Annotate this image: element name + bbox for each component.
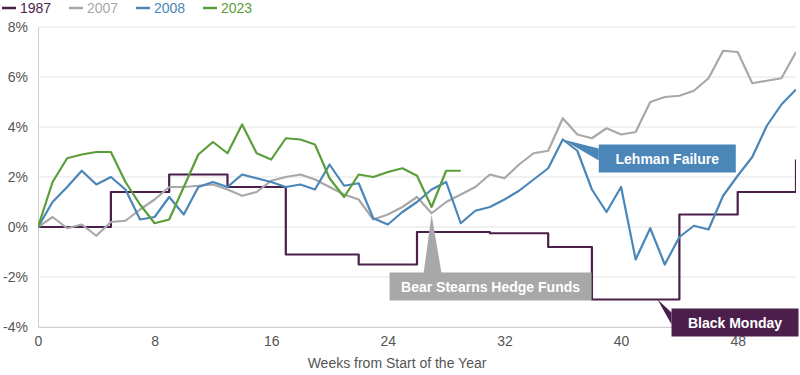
y-axis: -4% -2% 0% 2% 4% 6% 8% bbox=[3, 19, 38, 335]
annotation-label: Bear Stearns Hedge Funds bbox=[401, 279, 580, 295]
annotation-box bbox=[599, 145, 736, 173]
annotation-box bbox=[390, 273, 592, 301]
tick: 8 bbox=[151, 327, 159, 349]
tick-label: -4% bbox=[3, 319, 28, 335]
tick: -2% bbox=[3, 269, 38, 285]
tick-label: 6% bbox=[8, 69, 28, 85]
tick-label: 0 bbox=[35, 333, 43, 349]
series-line bbox=[38, 90, 796, 265]
legend-item: 1987 bbox=[2, 0, 51, 16]
legend-swatch bbox=[203, 7, 217, 10]
annotation: Lehman Failure bbox=[563, 140, 736, 173]
tick: 24 bbox=[381, 327, 397, 349]
legend-label: 2007 bbox=[87, 0, 118, 16]
annotations: Lehman Failure Bear Stearns Hedge Funds Bl… bbox=[390, 140, 799, 337]
grid-line bbox=[38, 77, 796, 78]
chart: -4%-2%0%2%4%6%8%081624324048Weeks from S… bbox=[0, 0, 800, 375]
tick-label: 8 bbox=[151, 333, 159, 349]
annotation-pointer bbox=[424, 215, 442, 274]
legend-item: 2007 bbox=[69, 0, 118, 16]
legend-label: 2023 bbox=[221, 0, 252, 16]
annotation: Bear Stearns Hedge Funds bbox=[390, 215, 592, 301]
tick-label: 16 bbox=[264, 333, 280, 349]
x-axis-title: Weeks from Start of the Year bbox=[308, 355, 487, 371]
tick-label: 4% bbox=[8, 119, 28, 135]
tick-label: 2% bbox=[8, 169, 28, 185]
series-line bbox=[38, 160, 796, 300]
tick: 4% bbox=[8, 119, 38, 135]
tick: 0 bbox=[35, 327, 43, 349]
grid bbox=[38, 27, 796, 327]
grid-line bbox=[38, 27, 796, 28]
annotation: Black Monday bbox=[658, 300, 799, 337]
grid-line bbox=[38, 127, 796, 128]
annotation-label: Black Monday bbox=[688, 315, 782, 331]
tick: 32 bbox=[497, 327, 513, 349]
tick-label: -2% bbox=[3, 269, 28, 285]
legend-item: 2008 bbox=[136, 0, 185, 16]
tick: -4% bbox=[3, 319, 38, 335]
tick: 16 bbox=[264, 327, 280, 349]
tick-label: 0% bbox=[8, 219, 28, 235]
axis-line bbox=[38, 28, 39, 328]
tick: 8% bbox=[8, 19, 38, 35]
series-line bbox=[38, 125, 461, 228]
legend-swatch bbox=[69, 7, 83, 10]
legend-item: 2023 bbox=[203, 0, 252, 16]
tick-label: 32 bbox=[497, 333, 513, 349]
annotation-label: Lehman Failure bbox=[616, 151, 720, 167]
grid-line bbox=[38, 227, 796, 228]
tick-label: 40 bbox=[614, 333, 630, 349]
tick: 6% bbox=[8, 69, 38, 85]
annotation-pointer bbox=[658, 300, 672, 325]
series-line bbox=[38, 51, 796, 236]
tick-label: 24 bbox=[381, 333, 397, 349]
legend-swatch bbox=[2, 7, 16, 10]
annotation-pointer bbox=[563, 140, 599, 161]
tick: 2% bbox=[8, 169, 38, 185]
legend-label: 2008 bbox=[154, 0, 185, 16]
tick-label: 8% bbox=[8, 19, 28, 35]
legend-label: 1987 bbox=[20, 0, 51, 16]
annotation-box bbox=[672, 309, 799, 337]
legend: 1987 2007 2008 2023 bbox=[2, 0, 252, 16]
legend-swatch bbox=[136, 7, 150, 10]
tick: 40 bbox=[614, 327, 630, 349]
plot-area bbox=[38, 51, 796, 300]
tick: 0% bbox=[8, 219, 38, 235]
